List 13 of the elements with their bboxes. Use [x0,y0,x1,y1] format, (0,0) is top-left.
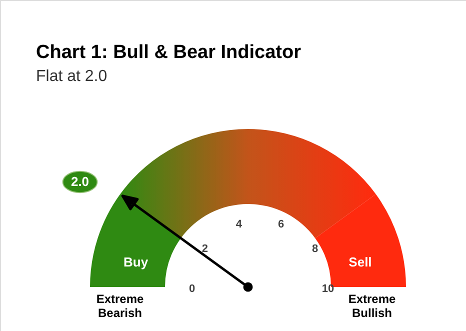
text: 8 [312,243,318,256]
slice-label: Buy [123,254,149,270]
text: 6 [278,218,284,230]
slice-label: Sell [348,254,372,270]
text: 2.0 [70,174,90,189]
chart-subtitle: Flat at 2.0 [36,68,108,85]
text: 10 [322,283,334,295]
text: 4 [236,218,243,230]
text: Extreme Bullish [348,292,396,320]
text: Extreme Bearish [96,292,144,320]
chart-title: Chart 1: Bull & Bear Indicator [36,42,302,63]
text: 0 [188,283,196,295]
text: 2 [202,243,208,256]
